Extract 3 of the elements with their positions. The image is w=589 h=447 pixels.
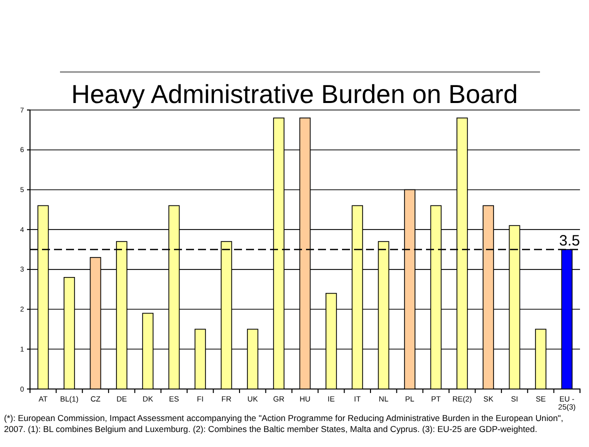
chart-title: Heavy Administrative Burden on Board [71,79,518,109]
text: (*): European Commission, Impact Assessment accompanying the "Action Programme for Reducing Administrative Burden in the European Union", 2007. (1): BL combines Belgium and Luxemburg. (2): Combines the Baltic member States, Malta and Cyprus. (3): EU-25 are GDP-weighted. [4,413,564,434]
ref-line-label: 3.5 [559,232,580,250]
